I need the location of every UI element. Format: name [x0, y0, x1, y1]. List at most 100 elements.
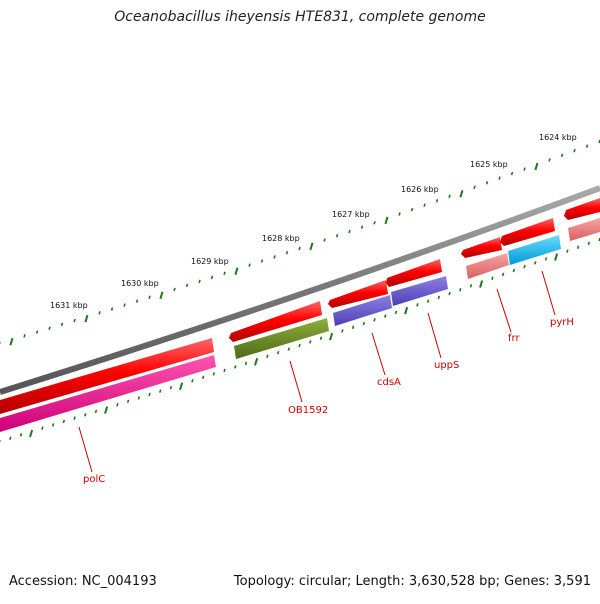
inner-minor-tick [448, 291, 451, 296]
gene-arrow-frr[interactable] [461, 237, 502, 258]
inner-minor-tick [319, 336, 323, 340]
inner-minor-tick [459, 287, 462, 292]
minor-tick [110, 307, 114, 311]
minor-tick [273, 255, 276, 259]
inner-minor-tick [309, 340, 312, 344]
gene-label-OB1592[interactable]: OB1592 [288, 405, 328, 416]
inner-minor-tick [126, 399, 130, 404]
inner-minor-tick [512, 268, 516, 273]
inner-minor-tick [191, 379, 194, 383]
gene-arrow-right-edge[interactable] [564, 198, 600, 220]
minor-tick [48, 326, 51, 330]
inner-minor-tick [73, 416, 76, 420]
inner-major-tick [29, 429, 34, 438]
gene-arrow-cdsA[interactable] [328, 280, 388, 308]
inner-minor-tick [84, 413, 87, 417]
feature-block-OB1592[interactable] [234, 318, 329, 359]
gene-arrow-OB1592[interactable] [229, 301, 322, 342]
inner-minor-tick [201, 375, 205, 380]
inner-minor-tick [362, 321, 366, 326]
forward-strand-features [0, 198, 600, 414]
minor-tick [260, 259, 264, 263]
leader-line-cdsA [371, 332, 386, 376]
inner-minor-tick [523, 264, 526, 269]
minor-tick [73, 318, 76, 323]
scale-label: 1626 kbp [401, 185, 439, 194]
major-tick [309, 242, 314, 251]
cog-features [0, 218, 600, 432]
minor-tick [185, 283, 189, 288]
scale-label: 1631 kbp [50, 301, 88, 310]
inner-minor-tick [416, 303, 419, 307]
inner-minor-tick [266, 354, 269, 358]
inner-major-tick [479, 280, 484, 288]
inner-minor-tick [501, 272, 505, 277]
scale-label: 1628 kbp [262, 234, 300, 243]
gene-arrow-uppS[interactable] [386, 259, 442, 287]
leader-line-polC [78, 426, 93, 473]
map-title: Oceanobacillus iheyensis HTE831, complet… [114, 9, 486, 25]
gene-label-frr[interactable]: frr [508, 333, 520, 344]
minor-tick [198, 279, 201, 284]
minor-tick [323, 238, 326, 242]
minor-tick [510, 171, 514, 176]
feature-block-polC[interactable] [0, 355, 216, 432]
inner-minor-tick [94, 409, 98, 414]
inner-minor-tick [373, 318, 376, 322]
minor-tick [523, 167, 526, 171]
inner-minor-tick [287, 347, 291, 351]
inner-minor-tick [234, 365, 237, 369]
feature-block-right-edge[interactable] [568, 218, 600, 241]
minor-tick [123, 303, 126, 307]
inner-minor-tick [426, 299, 430, 303]
inner-minor-tick [9, 436, 12, 440]
feature-block-cdsA[interactable] [333, 295, 392, 326]
gene-leader-lines [78, 270, 556, 473]
gene-labels: polC OB1592 cdsA uppS frr pyrH [83, 317, 574, 485]
scale-label: 1625 kbp [470, 160, 508, 169]
inner-minor-tick [469, 284, 473, 288]
leader-line-frr [496, 288, 512, 333]
inner-minor-tick [437, 295, 441, 300]
inner-minor-tick [298, 343, 301, 348]
major-tick [234, 267, 239, 276]
gene-label-pyrH[interactable]: pyrH [550, 317, 574, 328]
inner-major-tick [104, 406, 109, 414]
inner-major-tick [254, 358, 259, 366]
inner-major-tick [554, 253, 559, 261]
gene-label-uppS[interactable]: uppS [434, 360, 459, 371]
minor-tick [373, 221, 376, 225]
minor-tick [23, 334, 26, 338]
scale-label: 1629 kbp [191, 257, 229, 266]
minor-tick [210, 275, 214, 280]
scale-labels: 1631 kbp 1630 kbp 1629 kbp 1628 kbp 1627 kbp… [50, 133, 577, 310]
minor-tick [148, 295, 151, 299]
scale-label: 1624 kbp [539, 133, 577, 142]
minor-tick [135, 299, 139, 303]
inner-minor-tick [394, 310, 398, 315]
gene-arrow-polC[interactable] [0, 338, 214, 414]
inner-minor-tick [576, 245, 580, 250]
leader-line-pyrH [541, 270, 556, 316]
major-tick [384, 216, 389, 225]
gene-label-cdsA[interactable]: cdsA [377, 377, 401, 388]
gene-label-polC[interactable]: polC [83, 474, 105, 485]
feature-block-frr[interactable] [466, 253, 509, 279]
inner-minor-tick [137, 396, 141, 400]
inner-minor-tick [159, 389, 162, 393]
feature-block-uppS[interactable] [391, 276, 448, 306]
gene-arrow-pyrH[interactable] [500, 218, 555, 246]
inner-minor-tick [384, 314, 387, 318]
minor-tick [573, 148, 576, 153]
minor-tick [498, 176, 501, 180]
feature-block-pyrH[interactable] [508, 235, 561, 265]
inner-minor-tick [51, 423, 55, 427]
accession-text: Accession: NC_004193 [9, 574, 157, 589]
scale-label: 1630 kbp [121, 279, 159, 288]
minor-tick [548, 158, 551, 162]
inner-major-tick [179, 382, 184, 391]
major-tick [84, 314, 89, 323]
minor-tick [335, 234, 339, 238]
